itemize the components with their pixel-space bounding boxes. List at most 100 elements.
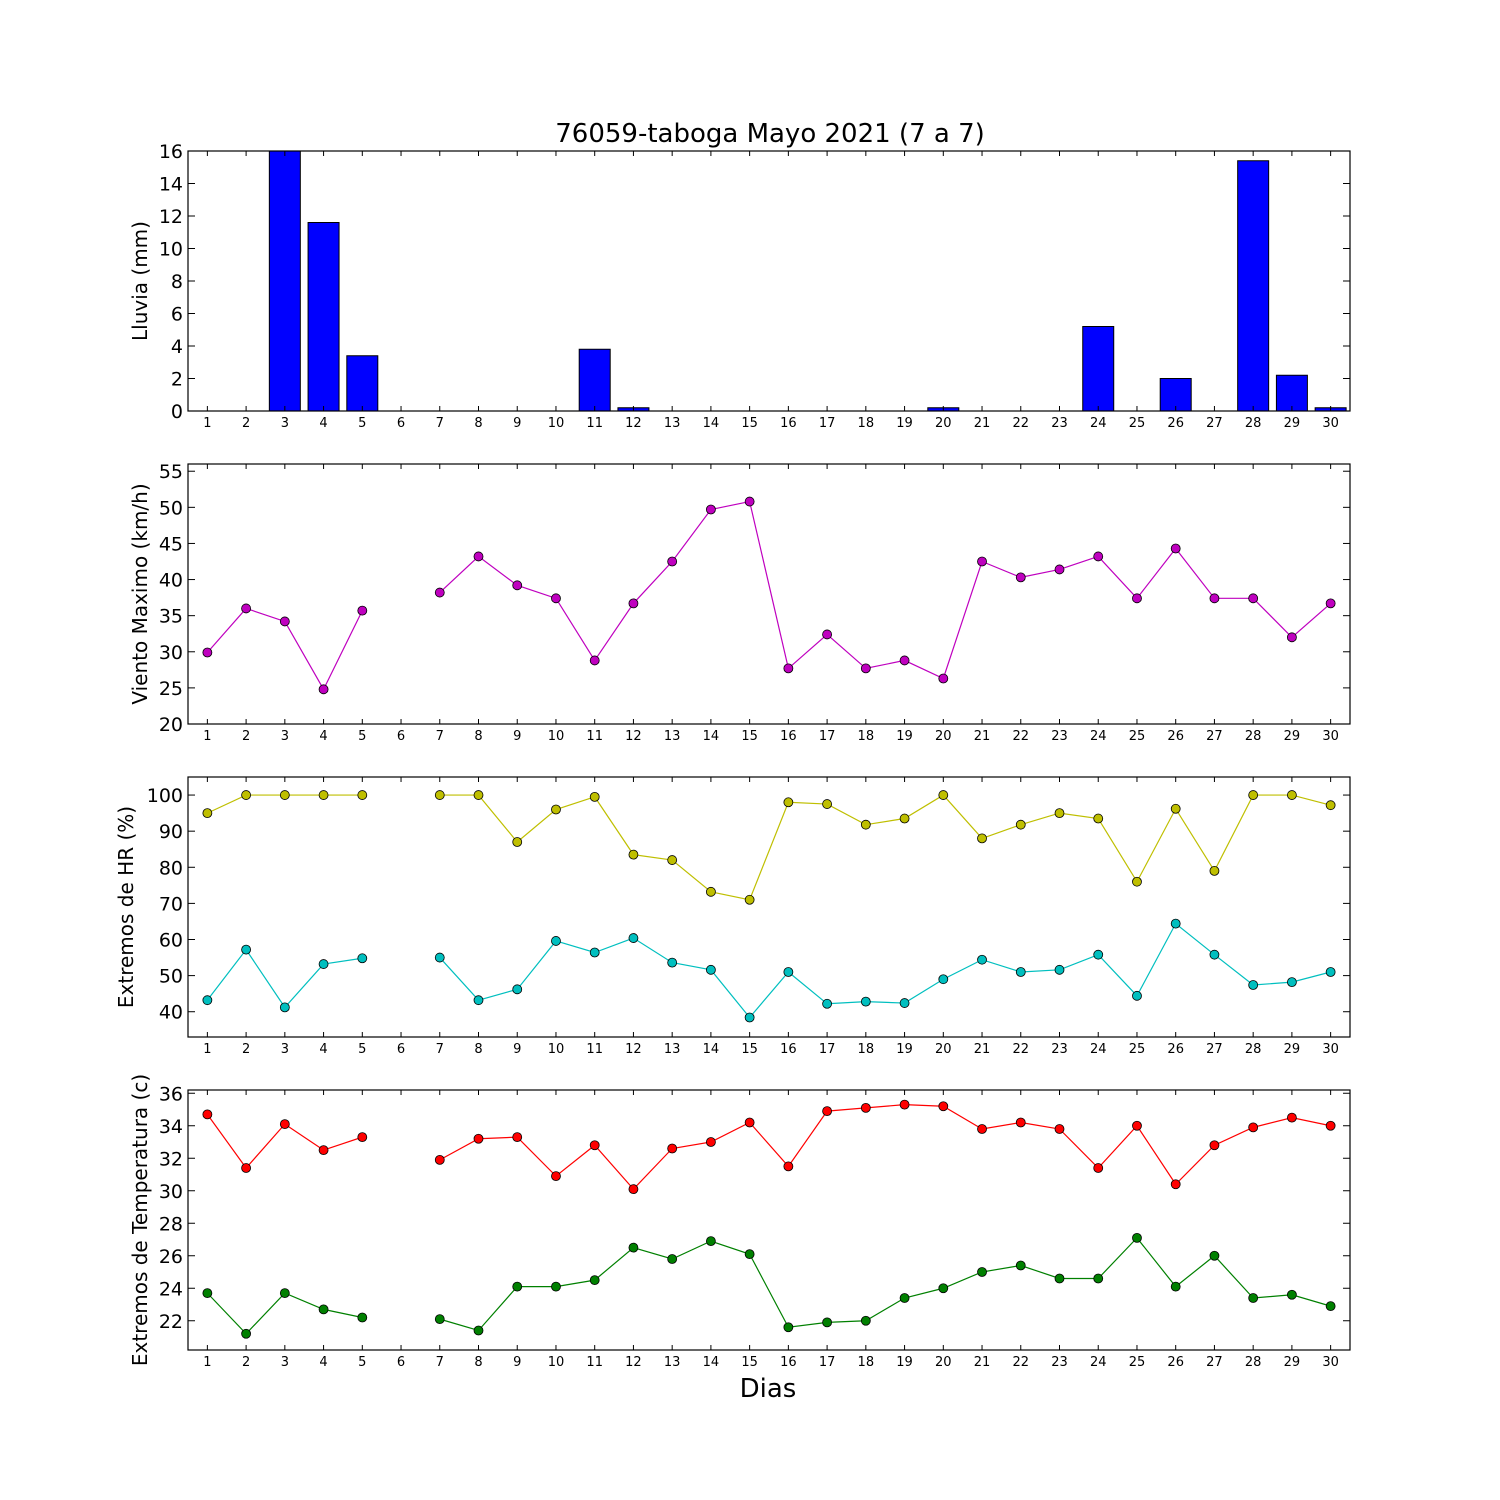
series-2-1 — [202, 496, 1336, 695]
x-tick-label: 20 — [935, 1355, 952, 1370]
point-day-14 — [706, 886, 716, 897]
x-tick-label: 15 — [741, 416, 758, 431]
point-day-3 — [279, 616, 290, 627]
x-tick-label: 3 — [281, 416, 289, 431]
y-axis-1: 0 2 4 6 8 10 12 14 16 — [159, 141, 1350, 423]
point-day-4 — [318, 790, 329, 800]
y-tick-label: 70 — [159, 893, 183, 915]
panel-1: 1 2 3 4 5 6 7 8 9 10 11 12 13 14 15 16 17 18 19 20 21 22 23 24 2… — [128, 141, 1351, 431]
y-tick-label: 100 — [147, 785, 183, 807]
x-tick-label: 26 — [1167, 1355, 1184, 1370]
point-day-2 — [241, 1328, 252, 1339]
bar-day-26 — [1159, 378, 1192, 412]
point-day-23 — [1054, 808, 1065, 819]
x-axis-4: 1 2 3 4 5 6 7 8 9 10 11 12 13 14 15 16 17 18 19 20 21 22 23 24 2… — [203, 1090, 1339, 1370]
x-tick-label: 21 — [974, 416, 991, 431]
panels: 1 2 3 4 5 6 7 8 9 10 11 12 13 14 15 16 17 18 19 20 21 22 23 24 2… — [114, 141, 1351, 1370]
x-tick-label: 2 — [242, 1355, 250, 1370]
bar-day-29 — [1275, 374, 1308, 412]
point-day-24 — [1093, 1273, 1104, 1284]
series-line — [439, 794, 1331, 901]
x-tick-label: 7 — [436, 729, 444, 744]
x-tick-label: 22 — [1012, 416, 1029, 431]
point-day-4 — [318, 959, 329, 969]
bar-day-4 — [307, 222, 340, 412]
point-day-12 — [628, 1184, 639, 1195]
point-day-5 — [357, 953, 368, 964]
point-day-9 — [512, 1281, 523, 1292]
x-tick-label: 16 — [780, 1042, 797, 1057]
x-tick-label: 16 — [780, 729, 797, 744]
y-tick-label: 12 — [159, 206, 183, 228]
x-tick-label: 10 — [548, 416, 565, 431]
y-tick-label: 45 — [159, 533, 183, 555]
point-day-16 — [783, 663, 794, 674]
x-tick-label: 1 — [203, 1355, 211, 1370]
point-day-29 — [1287, 1112, 1297, 1123]
y-tick-label: 30 — [159, 1181, 183, 1203]
point-day-4 — [318, 684, 329, 695]
y-axis-label: Extremos de Temperatura (c) — [128, 1074, 152, 1366]
point-day-21 — [977, 954, 987, 965]
x-tick-label: 8 — [474, 416, 482, 431]
series-line — [439, 922, 1331, 1019]
point-day-2 — [241, 603, 252, 614]
x-tick-label: 27 — [1206, 1042, 1223, 1057]
point-day-19 — [899, 655, 910, 666]
point-day-30 — [1325, 598, 1336, 609]
series-line — [439, 1236, 1331, 1332]
point-day-4 — [318, 1145, 329, 1156]
point-day-14 — [706, 1236, 716, 1247]
x-tick-label: 11 — [586, 1042, 603, 1057]
point-day-8 — [473, 1325, 484, 1336]
x-tick-label: 12 — [625, 1355, 642, 1370]
point-day-20 — [938, 673, 949, 684]
y-tick-label: 60 — [159, 930, 183, 952]
x-tick-label: 18 — [858, 1042, 875, 1057]
point-day-23 — [1054, 564, 1065, 575]
x-tick-label: 28 — [1245, 1355, 1262, 1370]
y-tick-label: 0 — [171, 401, 183, 423]
point-day-20 — [938, 1283, 949, 1294]
x-tick-label: 6 — [397, 1355, 405, 1370]
point-day-5 — [357, 790, 368, 800]
x-tick-label: 4 — [319, 729, 327, 744]
point-day-11 — [589, 655, 600, 666]
chart-title: 76059-taboga Mayo 2021 (7 a 7) — [555, 119, 985, 149]
point-day-24 — [1093, 1163, 1104, 1173]
point-day-22 — [1015, 819, 1026, 830]
x-tick-label: 10 — [548, 729, 565, 744]
x-tick-label: 14 — [703, 1355, 720, 1370]
y-tick-label: 10 — [159, 239, 183, 261]
x-axis-3: 1 2 3 4 5 6 7 8 9 10 11 12 13 14 15 16 17 18 19 20 21 22 23 24 2… — [203, 777, 1339, 1057]
point-day-27 — [1209, 865, 1220, 876]
point-day-14 — [706, 504, 716, 515]
y-tick-label: 30 — [159, 642, 183, 664]
x-tick-label: 15 — [741, 1355, 758, 1370]
x-tick-label: 23 — [1051, 1042, 1068, 1057]
point-day-24 — [1093, 949, 1104, 960]
x-tick-label: 9 — [513, 416, 521, 431]
point-day-11 — [589, 791, 600, 802]
x-tick-label: 20 — [935, 1042, 952, 1057]
x-tick-label: 1 — [203, 416, 211, 431]
point-day-21 — [977, 556, 987, 567]
point-day-10 — [551, 936, 561, 946]
point-day-22 — [1015, 1117, 1026, 1128]
point-day-22 — [1015, 572, 1026, 583]
x-tick-label: 14 — [703, 729, 720, 744]
x-tick-label: 12 — [625, 1042, 642, 1057]
point-day-29 — [1287, 632, 1297, 643]
x-tick-label: 28 — [1245, 1042, 1262, 1057]
point-day-26 — [1170, 1179, 1181, 1190]
y-axis-4: 22 24 26 28 30 32 34 36 — [159, 1083, 1350, 1333]
x-tick-label: 23 — [1051, 1355, 1068, 1370]
x-tick-label: 27 — [1206, 1355, 1223, 1370]
series-line — [439, 500, 1332, 680]
x-tick-label: 2 — [242, 1042, 250, 1057]
point-day-23 — [1054, 1273, 1065, 1284]
y-tick-label: 14 — [159, 174, 183, 196]
x-tick-label: 7 — [436, 1042, 444, 1057]
point-day-8 — [473, 551, 484, 562]
point-day-5 — [357, 1312, 368, 1323]
